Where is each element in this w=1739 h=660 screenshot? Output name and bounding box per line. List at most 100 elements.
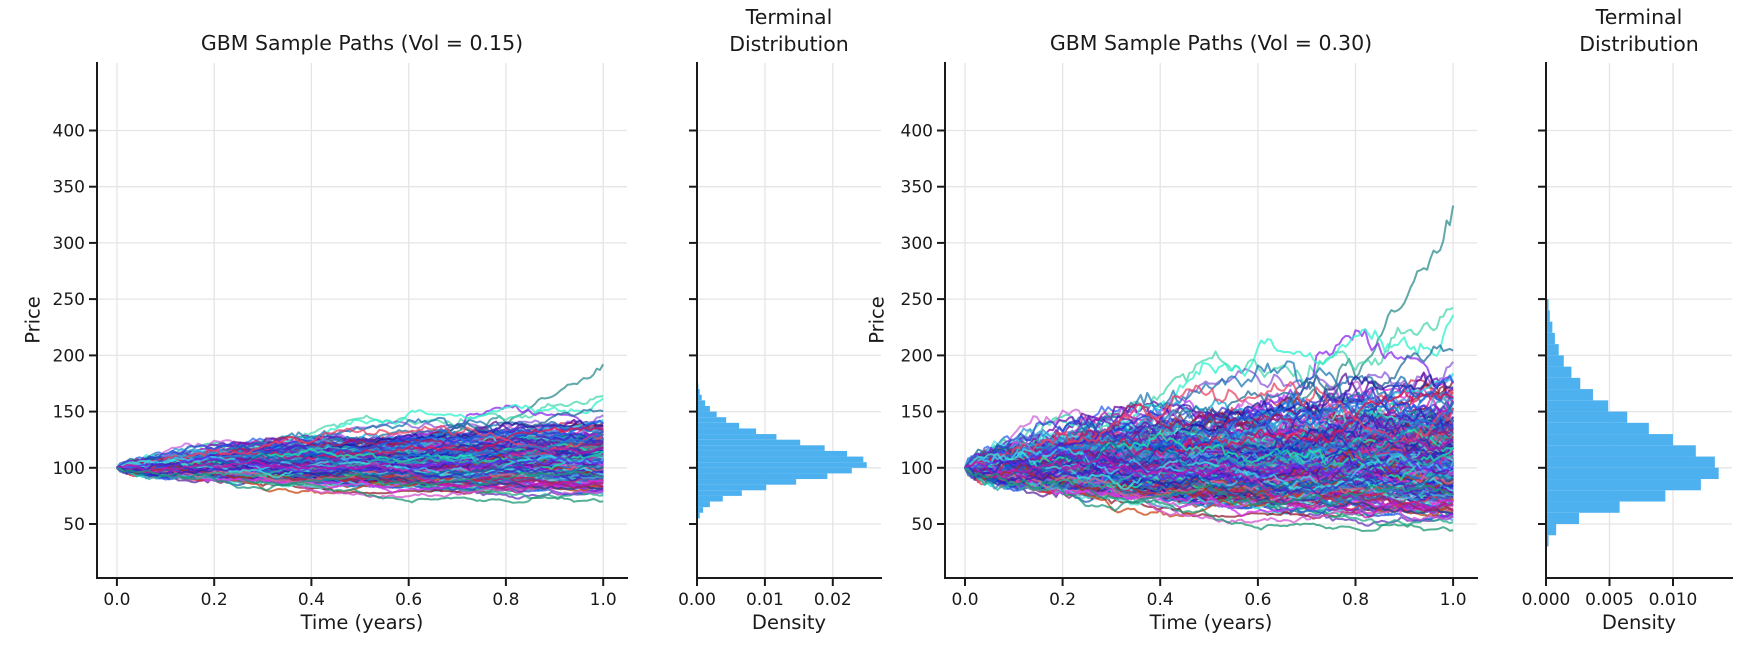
hist-bar bbox=[697, 394, 702, 401]
y-tick-label: 50 bbox=[911, 515, 933, 535]
x-tick-label: 0.00 bbox=[678, 590, 716, 610]
hist-bar bbox=[1546, 332, 1555, 345]
hist-bar bbox=[1546, 456, 1715, 468]
hist-bar bbox=[697, 479, 797, 485]
hist-bar bbox=[1546, 467, 1719, 480]
y-tick-label: 200 bbox=[53, 346, 85, 366]
hist-bar bbox=[697, 462, 867, 468]
hist-bar bbox=[1546, 355, 1564, 367]
hist-bar bbox=[697, 456, 864, 463]
hist-bar bbox=[697, 507, 704, 513]
gbm-sample-path bbox=[964, 446, 1455, 490]
gbm-sample-path bbox=[964, 451, 1454, 489]
hist-bar bbox=[1546, 524, 1557, 536]
gbm-sample-path bbox=[964, 451, 1454, 492]
x-tick-label: 1.0 bbox=[590, 590, 617, 610]
y-tick-label: 400 bbox=[901, 122, 933, 142]
y-tick-label: 200 bbox=[901, 346, 933, 366]
x-tick-label: 0.0 bbox=[103, 590, 130, 610]
gbm-sample-path bbox=[964, 454, 1454, 492]
gbm-paths-vol-030: 0.0 0.2 0.4 0.6 0.8 1.0 50 100 150 200 250 300 350 40… bbox=[901, 62, 1478, 610]
gbm-sample-path bbox=[964, 466, 1454, 512]
y-tick-label: 150 bbox=[53, 403, 85, 423]
hist-bar bbox=[697, 484, 767, 491]
x-tick-label: 0.4 bbox=[1147, 590, 1174, 610]
gbm-sample-path bbox=[964, 406, 1454, 475]
hist-bar bbox=[697, 389, 700, 395]
y-tick-label: 100 bbox=[53, 459, 85, 479]
hist-bar bbox=[697, 417, 727, 423]
x-tick-label: 0.8 bbox=[1342, 590, 1369, 610]
gbm-sample-path bbox=[116, 459, 604, 494]
hist-bar bbox=[697, 490, 742, 496]
gbm-sample-path bbox=[116, 466, 604, 492]
terminal-dist-vol-015: 0.00 0.01 0.02 bbox=[678, 62, 882, 610]
x-axis-label-time-1: Time (years) bbox=[300, 611, 424, 634]
hist-title-vol-015: Terminal Distribution bbox=[729, 5, 849, 56]
hist-bar bbox=[1546, 434, 1673, 446]
gbm-sample-path bbox=[964, 466, 1454, 525]
gbm-sample-path bbox=[964, 454, 1454, 519]
y-axis-label-price-1: Price bbox=[21, 296, 45, 344]
terminal-dist-vol-030: 0.000 0.005 0.010 bbox=[1522, 62, 1733, 610]
hist-bar bbox=[1546, 299, 1549, 311]
y-tick-label: 150 bbox=[901, 403, 933, 423]
y-tick-label: 300 bbox=[901, 234, 933, 254]
gbm-sample-path bbox=[116, 423, 604, 469]
hist-bar bbox=[697, 473, 828, 480]
hist-bar bbox=[697, 467, 852, 474]
x-tick-label: 0.01 bbox=[746, 590, 784, 610]
hist-bar bbox=[697, 428, 757, 435]
hist-bar bbox=[1546, 400, 1609, 412]
hist-bar bbox=[1546, 422, 1649, 435]
hist-bar bbox=[697, 450, 848, 457]
hist-bar bbox=[1546, 445, 1696, 457]
hist-bar bbox=[697, 501, 710, 508]
x-axis-label-density-1: Density bbox=[751, 611, 827, 634]
hist-bar bbox=[697, 422, 740, 429]
x-tick-label: 0.8 bbox=[492, 590, 519, 610]
hist-bar bbox=[1546, 389, 1593, 401]
y-tick-label: 300 bbox=[53, 234, 85, 254]
hist-bar bbox=[1546, 321, 1553, 333]
hist-bar bbox=[1546, 512, 1580, 525]
x-tick-label: 0.6 bbox=[395, 590, 422, 610]
x-tick-label: 0.0 bbox=[951, 590, 978, 610]
x-tick-label: 0.000 bbox=[1522, 590, 1571, 610]
gbm-sample-path bbox=[964, 432, 1454, 481]
y-axis-label-price-2: Price bbox=[865, 296, 889, 344]
x-tick-label: 1.0 bbox=[1440, 590, 1467, 610]
hist-bar bbox=[697, 439, 801, 446]
hist-bar bbox=[1546, 535, 1549, 547]
x-axis-label-time-2: Time (years) bbox=[1149, 611, 1273, 634]
x-axis-label-density-2: Density bbox=[1601, 611, 1677, 634]
hist-bar bbox=[697, 400, 706, 406]
plot-title-vol-015: GBM Sample Paths (Vol = 0.15) bbox=[200, 31, 524, 55]
x-tick-label: 0.2 bbox=[1049, 590, 1076, 610]
y-tick-label: 250 bbox=[53, 290, 85, 310]
hist-bar bbox=[1546, 366, 1572, 378]
x-tick-label: 0.02 bbox=[814, 590, 852, 610]
gbm-paths-vol-015: 0.0 0.2 0.4 0.6 0.8 1.0 50 100 150 200 250 300 350 40… bbox=[53, 62, 628, 610]
hist-title-vol-030: Terminal Distribution bbox=[1579, 5, 1699, 56]
gbm-sample-path bbox=[116, 448, 604, 471]
x-tick-label: 0.2 bbox=[201, 590, 228, 610]
hist-bar bbox=[1546, 344, 1559, 356]
hist-bar bbox=[1546, 490, 1666, 502]
gbm-sample-path bbox=[116, 458, 604, 479]
y-tick-label: 100 bbox=[901, 459, 933, 479]
x-tick-label: 0.010 bbox=[1649, 590, 1698, 610]
gbm-sample-path bbox=[964, 455, 1454, 501]
hist-bar bbox=[1546, 310, 1550, 322]
y-tick-label: 50 bbox=[63, 515, 85, 535]
hist-bar bbox=[697, 495, 723, 502]
hist-bar bbox=[1546, 479, 1701, 491]
gbm-sample-path bbox=[964, 383, 1454, 470]
y-tick-label: 400 bbox=[53, 122, 85, 142]
gbm-sample-path bbox=[116, 454, 604, 481]
y-tick-label: 350 bbox=[901, 178, 933, 198]
hist-bar bbox=[1546, 501, 1620, 513]
x-tick-label: 0.6 bbox=[1244, 590, 1271, 610]
